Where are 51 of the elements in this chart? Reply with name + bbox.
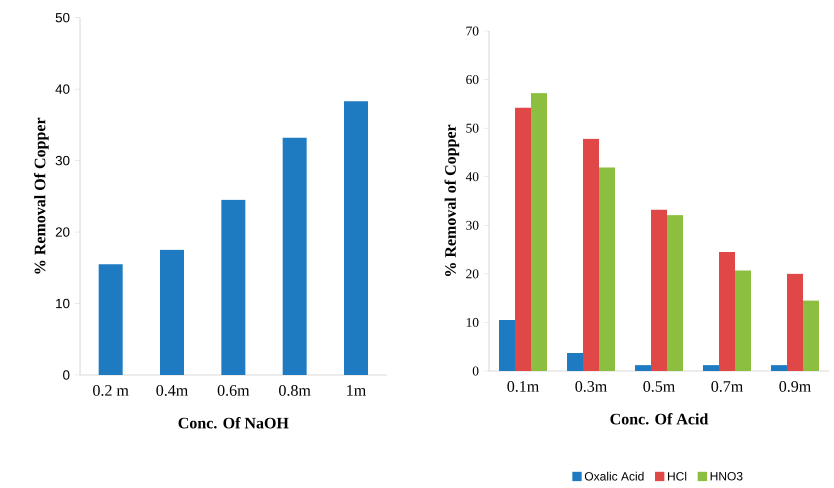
legend-label: Oxalic Acid [584,472,644,481]
y-tick-label: 30 [466,220,478,230]
bar [98,264,123,376]
bar [515,108,532,372]
y-tick-label: 10 [466,318,478,328]
x-tick-label: 0.5m [643,381,675,392]
y-tick-label: 50 [56,13,70,22]
bar [599,168,616,372]
y-tick-label: 0 [63,370,70,380]
y-tick-label: 20 [56,227,70,237]
bar [651,210,668,372]
bar [635,365,651,372]
bar [667,215,684,372]
bar [531,93,548,372]
bar [771,365,787,372]
bar [344,101,368,376]
x-tick-label: 0.7m [711,381,743,392]
y-tick-label: 50 [466,124,478,133]
y-tick-label: 20 [466,269,478,278]
y-tick-label: 0 [472,366,478,376]
bar [703,365,720,372]
bar [787,274,803,372]
y-tick-label: 40 [55,84,70,94]
legend-label: HCl [668,472,686,481]
bar [499,320,516,372]
y-tick-label: 70 [466,26,478,36]
y-tick-label: 40 [466,172,478,182]
x-tick-label: 0.8m [279,385,311,396]
x-tick-label: 0.4m [156,385,188,396]
x-axis-title: Conc. Of NaOH [178,417,289,429]
bar [282,138,307,376]
x-tick-label: 0.3m [575,381,607,392]
bar [221,200,246,376]
x-tick-label: 0.1m [507,381,539,392]
bar [735,270,752,372]
x-tick-label: 0.6m [218,385,250,396]
y-tick-label: 60 [466,75,478,84]
x-tick-label: 0.9m [779,381,811,392]
y-axis-title: % Removal Of Copper [34,118,49,274]
x-axis-title: Conc. Of Acid [610,413,708,425]
bar [583,138,600,372]
y-tick-label: 10 [56,298,70,308]
bar [160,250,184,376]
bar [719,252,735,372]
bar [567,353,584,372]
x-tick-label: 1m [347,385,366,396]
y-tick-label: 30 [56,156,70,166]
legend-label: HNO3 [710,472,742,481]
x-tick-label: 0.2 m [93,385,129,396]
y-axis-title: % Removal of Copper [444,124,460,276]
bar [803,300,819,372]
